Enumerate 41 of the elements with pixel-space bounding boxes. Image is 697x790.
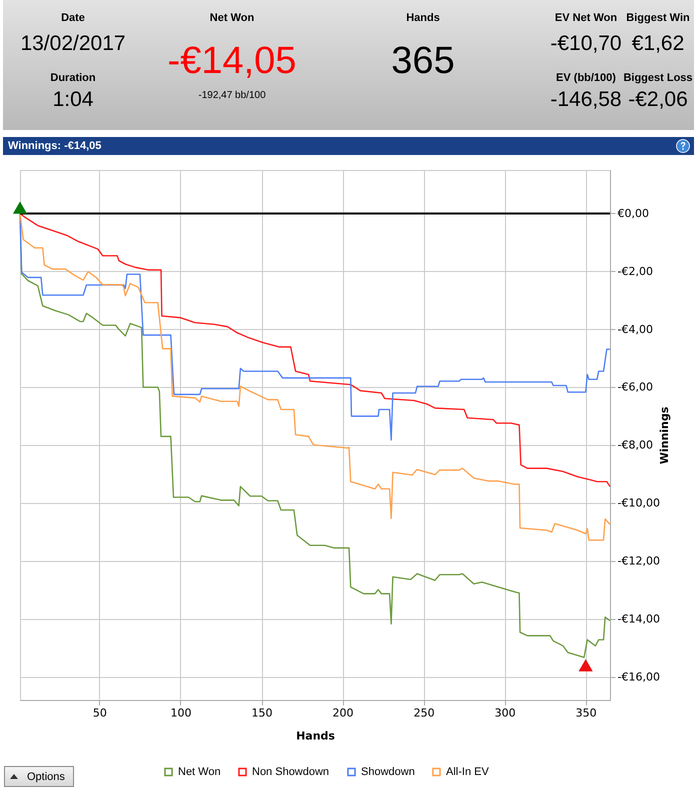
y-tick-label: -€6,00 <box>618 380 653 394</box>
text: Biggest Win <box>626 12 690 24</box>
y-tick-label: -€4,00 <box>618 322 653 336</box>
x-tick-label: 300 <box>494 706 516 720</box>
text: -192,47 bb/100 <box>198 90 266 101</box>
text: -146,58 <box>550 88 622 112</box>
text: EV (bb/100) <box>556 72 616 84</box>
text: Duration <box>50 72 96 84</box>
text: -€2,06 <box>628 88 688 112</box>
x-tick-label: 50 <box>92 706 107 720</box>
text: Date <box>61 12 85 24</box>
x-axis-title: Hands <box>296 730 336 742</box>
text: -€10,70 <box>550 32 622 56</box>
text: Net Won <box>210 12 254 24</box>
chart-title: Winnings: -€14,05 <box>7 140 102 152</box>
legend-label: Net Won <box>178 766 221 778</box>
text: 365 <box>391 40 455 83</box>
text: Options <box>27 770 65 785</box>
x-tick-label: 200 <box>332 706 354 720</box>
text: €1,62 <box>632 32 684 56</box>
x-tick-label: 250 <box>414 706 435 720</box>
x-tick-label: 100 <box>170 706 192 720</box>
text: -€14,05 <box>168 40 296 83</box>
text: EV Net Won <box>554 12 618 24</box>
text: Biggest Loss <box>623 72 693 84</box>
y-tick-label: -€12,00 <box>618 554 660 568</box>
x-tick-label: 150 <box>252 706 273 720</box>
y-tick-label: -€2,00 <box>618 264 653 278</box>
text: 1:04 <box>52 88 94 112</box>
legend-label: Showdown <box>361 766 415 778</box>
legend-label: All-In EV <box>446 766 490 778</box>
y-axis-title: Winnings <box>658 406 671 464</box>
y-tick-label: €0,00 <box>618 206 649 220</box>
y-tick-label: -€10,00 <box>618 496 660 510</box>
text: Hands <box>406 12 440 24</box>
legend-label: Non Showdown <box>252 766 330 778</box>
x-tick-label: 350 <box>576 706 597 720</box>
y-tick-label: -€14,00 <box>618 612 660 626</box>
y-tick-label: -€8,00 <box>618 438 653 452</box>
text: 13/02/2017 <box>20 32 126 56</box>
y-tick-label: -€16,00 <box>618 670 660 684</box>
